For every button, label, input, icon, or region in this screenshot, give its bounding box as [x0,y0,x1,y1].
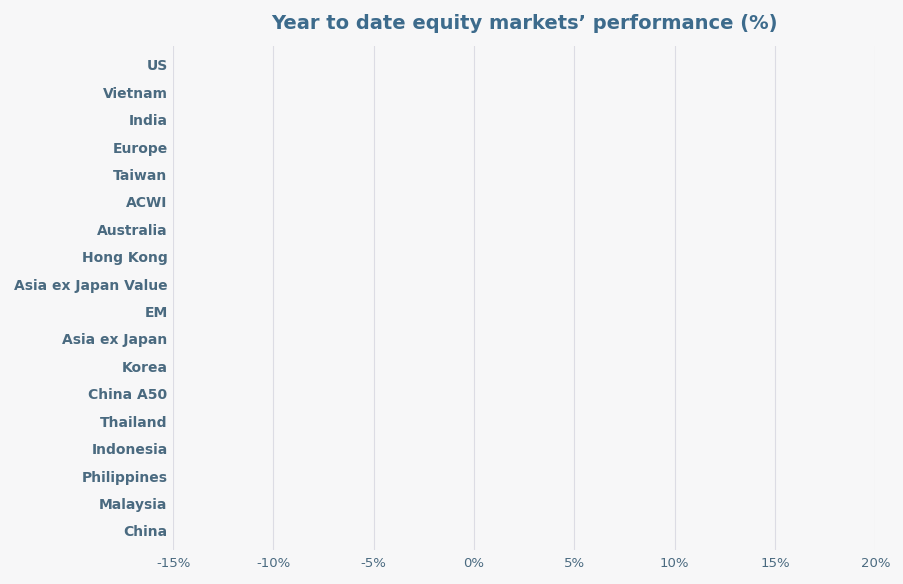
Title: Year to date equity markets’ performance (%): Year to date equity markets’ performance… [271,14,777,33]
